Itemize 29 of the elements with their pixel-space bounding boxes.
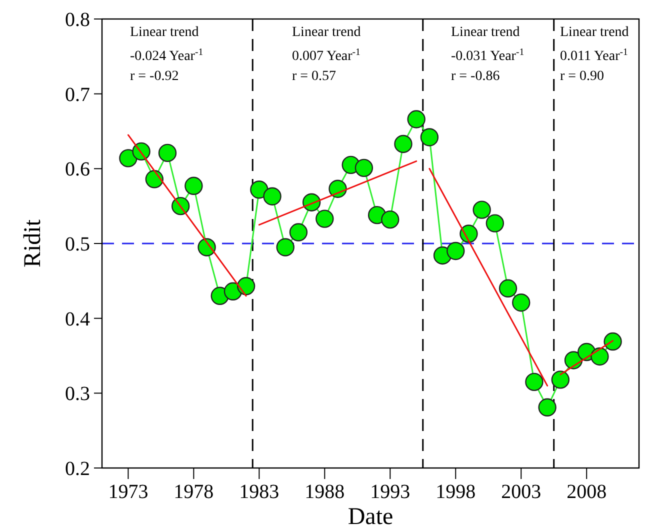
- annotation: Linear trend: [451, 25, 520, 40]
- x-tick-label: 1988: [304, 481, 345, 503]
- annotation: 0.011 Year$^{-1}$: [560, 46, 628, 64]
- x-axis-title: Date: [348, 504, 394, 528]
- x-tick-label: 1978: [174, 481, 214, 503]
- x-tick-label: 1983: [239, 481, 280, 503]
- y-axis-title: Ridit: [20, 219, 46, 268]
- y-tick-label: 0.3: [65, 383, 90, 406]
- y-tick-label: 0.2: [65, 458, 90, 480]
- annotation: -0.031 Year$^{-1}$: [451, 46, 524, 64]
- annotation: r = 0.90: [560, 69, 604, 84]
- annotation: -0.024 Year$^{-1}$: [130, 46, 204, 64]
- x-tick-label: 2008: [566, 481, 607, 503]
- x-tick-label: 1998: [436, 481, 476, 503]
- annotation: 0.007 Year$^{-1}$: [292, 46, 361, 64]
- x-tick-label: 1993: [370, 481, 410, 503]
- annotation: Linear trend: [292, 25, 361, 40]
- annotation: Linear trend: [560, 25, 629, 40]
- x-tick-label: 2003: [501, 481, 542, 503]
- y-tick-label: 0.4: [65, 308, 90, 330]
- y-tick-label: 0.6: [65, 158, 90, 181]
- annotation: r = -0.86: [451, 69, 500, 84]
- annotation: r = -0.92: [130, 69, 179, 84]
- y-tick-label: 0.7: [65, 84, 90, 106]
- annotation: Linear trend: [130, 25, 199, 40]
- annotation: r = 0.57: [292, 69, 336, 84]
- x-tick-label: 1973: [108, 481, 148, 503]
- y-tick-label: 0.8: [65, 9, 90, 31]
- y-tick-label: 0.5: [65, 234, 90, 256]
